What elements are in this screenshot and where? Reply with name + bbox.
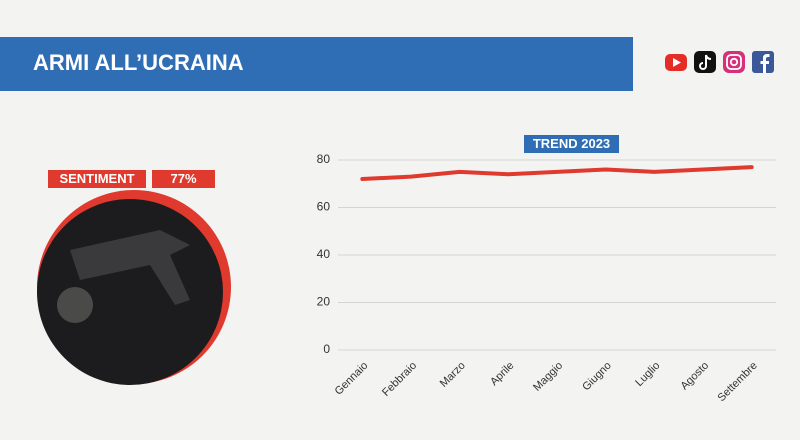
sentiment-value-box (152, 170, 215, 188)
series-line (360, 165, 754, 181)
photo-shape (70, 230, 190, 305)
header-bar (0, 37, 633, 91)
instagram-lens (729, 57, 739, 67)
sentiment-label-box (48, 170, 146, 188)
chart-title: TREND 2023 (533, 136, 610, 151)
y-tick-label: 0 (323, 342, 330, 356)
tiktok-glyph (699, 54, 712, 70)
photo-shape (57, 287, 93, 323)
sentiment-value: 77% (170, 171, 196, 186)
y-tick-label: 40 (317, 247, 331, 261)
social-icons (665, 51, 774, 73)
sentiment-label: SENTIMENT (59, 171, 134, 186)
y-tick-label: 80 (317, 152, 331, 166)
facebook-glyph (760, 54, 770, 73)
chart-title-box (524, 135, 619, 153)
y-tick-label: 60 (317, 200, 331, 214)
header-title: ARMI ALL’UCRAINA (33, 50, 244, 75)
instagram-frame (726, 54, 742, 70)
youtube-play (673, 58, 681, 67)
y-tick-label: 20 (317, 295, 331, 309)
